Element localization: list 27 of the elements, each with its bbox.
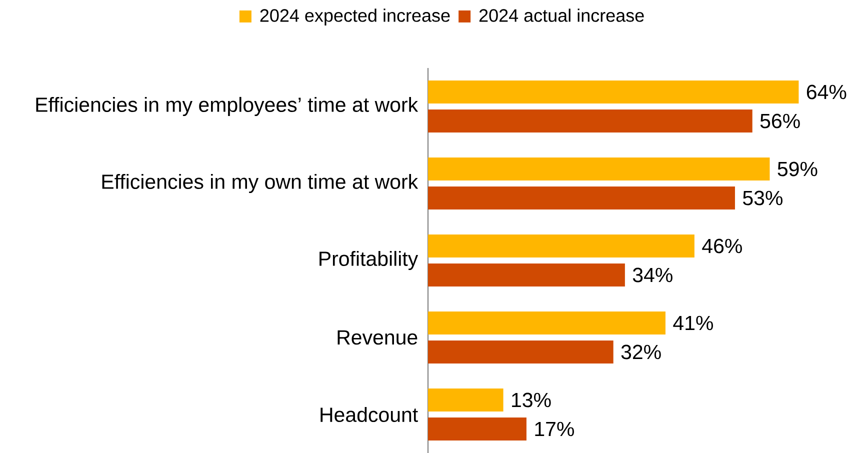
data-label: 13% [512,392,551,408]
data-label: 34% [632,268,672,282]
y-tick-label: Revenue [338,330,418,345]
bar [428,186,735,210]
data-label: 53% [743,190,782,206]
bar [428,80,799,104]
data-label: 56% [760,114,800,128]
data-label: 17% [535,422,574,436]
bar [428,234,694,258]
y-tick-label: Headcount [320,406,418,422]
data-label: 46% [702,238,742,254]
legend-label: 2024 expected increase [260,8,450,26]
legend-label: 2024 actual increase [479,8,644,22]
bar [428,388,504,412]
bar [428,264,625,286]
y-tick-label: Efficiencies in my own time at work [102,174,418,194]
bar [428,340,614,364]
data-label: 32% [621,344,661,360]
y-tick-label: Efficiencies in my employees’ time at work [36,96,418,116]
data-label: 59% [778,162,818,176]
bar [428,418,526,440]
bar [428,158,770,180]
data-label: 41% [673,316,713,330]
bar [428,312,666,334]
data-label: 64% [806,84,846,100]
bar [428,110,752,133]
y-tick-label: Profitability [320,250,418,270]
